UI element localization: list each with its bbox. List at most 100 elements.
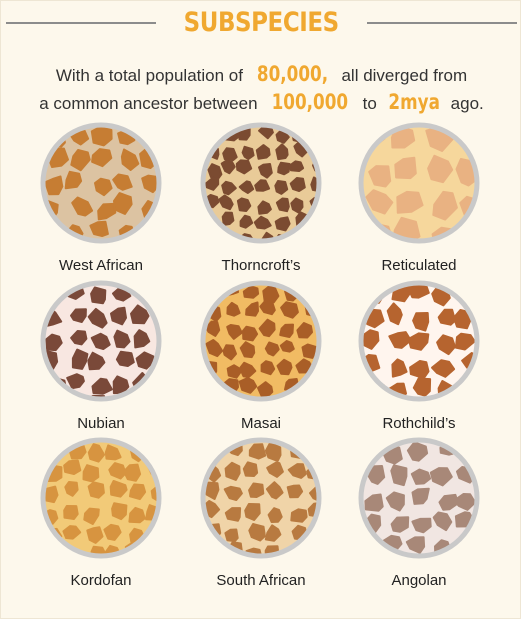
patch: [437, 308, 457, 326]
patch: [412, 312, 430, 332]
patch: [26, 524, 42, 539]
patch: [186, 214, 198, 226]
subspecies-label: Angolan: [391, 572, 446, 589]
patch: [262, 285, 280, 304]
intro-text: a common ancestor between: [39, 94, 258, 113]
patch: [311, 106, 324, 118]
pattern-swatch: [334, 285, 475, 397]
patch: [293, 423, 308, 438]
ring: [358, 280, 480, 402]
patch: [386, 302, 403, 326]
patch: [26, 439, 38, 452]
patch: [275, 197, 290, 213]
patch: [220, 159, 236, 175]
patch: [310, 176, 317, 192]
patch: [87, 443, 106, 463]
pattern-swatch: [183, 263, 317, 397]
patch: [183, 285, 195, 298]
patch: [257, 200, 272, 215]
patch: [128, 506, 146, 524]
patch: [311, 235, 317, 239]
patch: [308, 218, 317, 233]
patch: [190, 263, 204, 276]
patch: [190, 421, 202, 435]
patch: [274, 216, 291, 232]
pattern-swatch: [325, 93, 484, 249]
patch: [115, 350, 135, 367]
ring: [40, 122, 162, 244]
patch: [150, 540, 157, 554]
patch: [150, 485, 157, 503]
patch: [407, 332, 430, 351]
patch: [265, 481, 284, 500]
patch: [206, 285, 222, 299]
patch: [245, 547, 263, 554]
patch: [191, 160, 204, 173]
patch: [464, 93, 484, 117]
patch: [189, 181, 200, 196]
swatch-bg: [205, 285, 317, 397]
patch: [121, 104, 140, 123]
patch: [334, 361, 353, 377]
patch: [264, 341, 280, 357]
patch: [184, 231, 198, 245]
patch: [338, 337, 352, 356]
patch: [222, 344, 237, 361]
patch: [363, 329, 380, 350]
patch: [223, 485, 243, 501]
patch: [338, 511, 356, 527]
patch: [220, 127, 237, 128]
patch: [86, 526, 104, 544]
patch: [264, 545, 280, 554]
pattern-swatch: [45, 104, 157, 239]
patch: [109, 480, 128, 498]
patch: [248, 443, 267, 460]
patch: [255, 144, 271, 160]
patch: [130, 304, 150, 325]
patch: [70, 330, 88, 346]
patch: [22, 376, 41, 393]
patch: [208, 266, 222, 281]
patch: [385, 491, 405, 512]
patch: [224, 507, 242, 522]
patch: [188, 439, 204, 456]
subspecies-label: Masai: [241, 415, 281, 432]
patch: [142, 127, 157, 142]
patch: [368, 98, 394, 125]
patch: [242, 285, 260, 299]
patch: [463, 224, 475, 239]
patch: [188, 340, 202, 355]
highlight: 80,000,: [256, 62, 328, 86]
patch: [221, 180, 237, 196]
patch: [21, 260, 37, 275]
patch: [224, 528, 239, 543]
patch: [205, 546, 222, 554]
ring: [358, 122, 480, 244]
patch: [432, 190, 458, 221]
patch: [339, 468, 358, 486]
patch: [257, 109, 269, 122]
patch: [290, 508, 308, 523]
patch: [133, 391, 155, 397]
patch: [159, 304, 174, 321]
patch: [365, 189, 394, 215]
patch: [184, 379, 199, 394]
patch: [342, 309, 359, 326]
patch: [134, 426, 147, 441]
patch: [390, 516, 410, 533]
patch: [310, 128, 317, 143]
patch: [391, 358, 408, 378]
patch: [62, 525, 82, 540]
patch: [325, 231, 348, 249]
patch: [296, 109, 310, 122]
patch: [427, 95, 451, 119]
patch: [22, 282, 39, 300]
patch: [156, 399, 173, 416]
patch: [189, 194, 201, 207]
patch: [238, 180, 255, 194]
patch: [189, 109, 200, 121]
intro-text: all diverged from: [341, 66, 468, 85]
subspecies-label: Nubian: [77, 415, 125, 432]
patch: [327, 123, 351, 144]
highlight: 2mya: [388, 90, 440, 114]
